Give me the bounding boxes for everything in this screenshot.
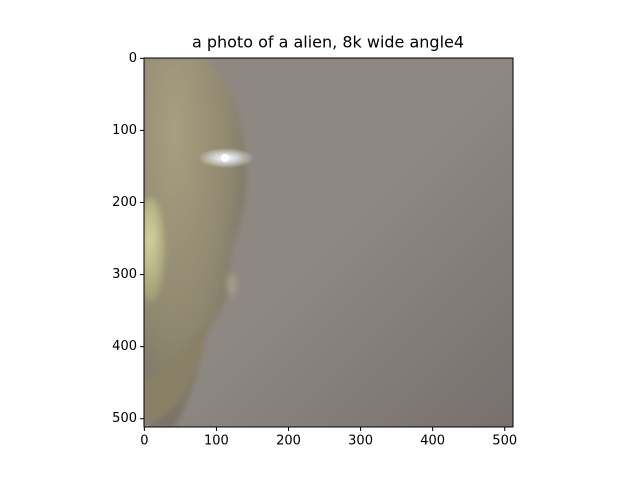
y-tick-label: 100 [112, 123, 137, 138]
x-tick-label: 100 [204, 434, 229, 449]
x-tick-label: 200 [276, 434, 301, 449]
y-tick-label: 400 [112, 339, 137, 354]
axes-frame [143, 57, 514, 428]
image [144, 58, 513, 427]
x-tick-label: 0 [140, 434, 148, 449]
y-tick-label: 500 [112, 411, 137, 426]
y-tick-label: 300 [112, 267, 137, 282]
x-tick-label: 400 [420, 434, 445, 449]
y-tick-label: 200 [112, 195, 137, 210]
y-tick-label: 0 [129, 51, 137, 66]
x-tick-label: 300 [348, 434, 373, 449]
x-tick-label: 500 [492, 434, 517, 449]
chart-title: a photo of a alien, 8k wide angle4 [192, 33, 464, 52]
